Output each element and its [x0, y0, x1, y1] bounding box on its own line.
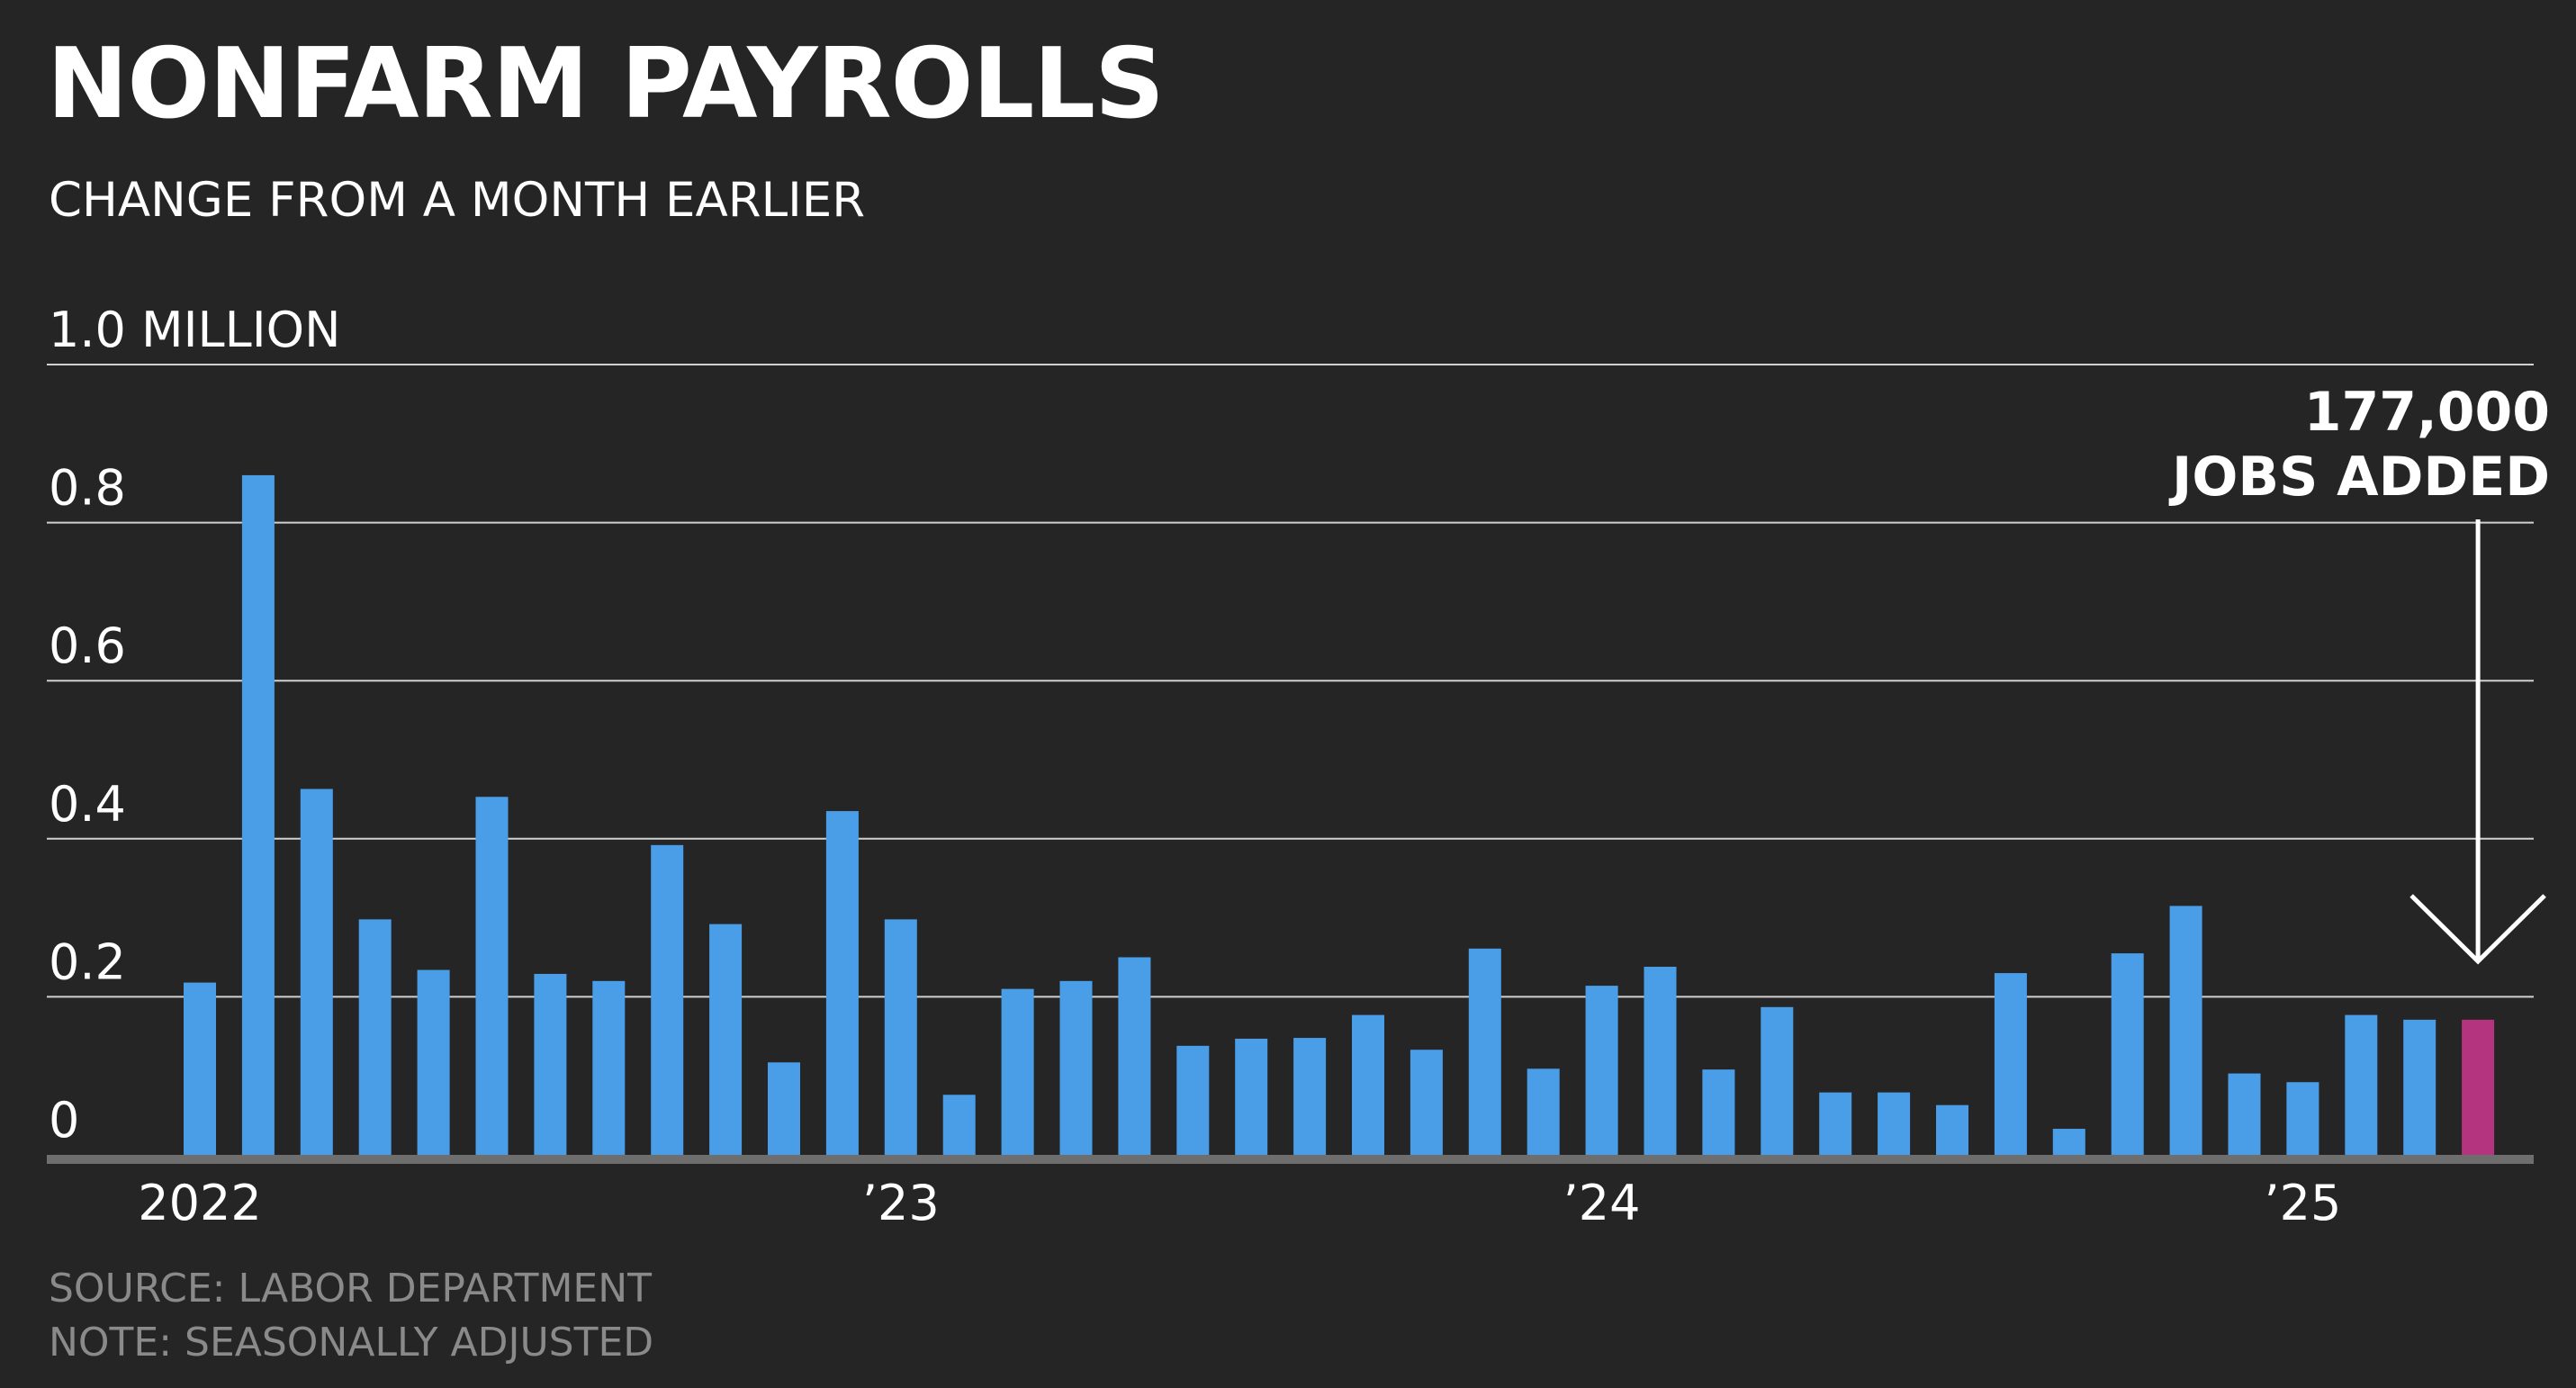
bar [1176, 1045, 1210, 1155]
bar [651, 844, 684, 1155]
y-tick-label: 0.6 [49, 617, 126, 674]
x-tick-label: ’25 [2264, 1175, 2341, 1231]
bar [358, 919, 392, 1155]
x-tick-labels: 2022 ’23 ’24 ’25 [138, 1175, 2341, 1231]
highlighted-bar [2462, 1019, 2495, 1155]
bar [1059, 980, 1093, 1155]
bar [2169, 906, 2202, 1155]
bar [709, 924, 743, 1155]
bar [417, 969, 450, 1155]
annotation-arrow-head [2409, 894, 2546, 965]
bar [2403, 1019, 2436, 1155]
y-tick-labels: 0 0.2 0.4 0.6 0.8 1.0 MILLION [49, 302, 341, 1149]
baseline [47, 1155, 2534, 1164]
bar [1994, 973, 2027, 1155]
bar [1118, 957, 1151, 1155]
bar [1761, 1006, 1794, 1155]
bar [825, 811, 859, 1155]
x-tick-label: ’24 [1563, 1175, 1641, 1231]
y-tick-label: 0.2 [49, 933, 126, 990]
grid-lines [47, 364, 2534, 998]
bars [184, 474, 2495, 1155]
bar [1878, 1092, 1911, 1155]
x-tick-label: ’23 [862, 1175, 940, 1231]
source-note: SOURCE: LABOR DEPARTMENT [49, 1266, 653, 1311]
x-tick-label: 2022 [138, 1175, 261, 1231]
bar [184, 982, 216, 1155]
annotation-label: 177,000 [2304, 381, 2550, 444]
bar [2111, 953, 2144, 1155]
bar [1527, 1068, 1560, 1155]
annotation-label: JOBS ADDED [2168, 446, 2550, 509]
bar [475, 797, 509, 1155]
y-tick-label: 0.4 [49, 776, 126, 833]
baseline-axis [47, 1155, 2534, 1164]
bar [1001, 988, 1034, 1155]
bar [2228, 1073, 2261, 1155]
bar [884, 919, 917, 1155]
bar [768, 1062, 800, 1155]
bar [1235, 1038, 1268, 1155]
chart-subtitle: CHANGE FROM A MONTH EARLIER [49, 173, 866, 228]
bar [534, 973, 567, 1155]
bar [1702, 1069, 1735, 1155]
bar [300, 789, 333, 1155]
bar [2286, 1082, 2319, 1155]
y-tick-label: 0.8 [49, 460, 126, 517]
bar [1468, 948, 1501, 1155]
bar [1585, 986, 1618, 1155]
adjustment-note: NOTE: SEASONALLY ADJUSTED [49, 1320, 654, 1365]
bar [1293, 1038, 1327, 1155]
y-tick-label: 1.0 MILLION [49, 302, 341, 358]
bar [1819, 1092, 1852, 1155]
chart-title: NONFARM PAYROLLS [47, 28, 1165, 140]
bar [2345, 1014, 2378, 1155]
bar [2052, 1129, 2085, 1155]
bar [1644, 967, 1677, 1155]
bar [1936, 1104, 1968, 1155]
bar [1410, 1050, 1443, 1155]
bar [942, 1095, 976, 1155]
bar [592, 980, 626, 1155]
bar [1352, 1014, 1384, 1155]
y-tick-label: 0 [49, 1092, 79, 1149]
bar [241, 474, 275, 1155]
